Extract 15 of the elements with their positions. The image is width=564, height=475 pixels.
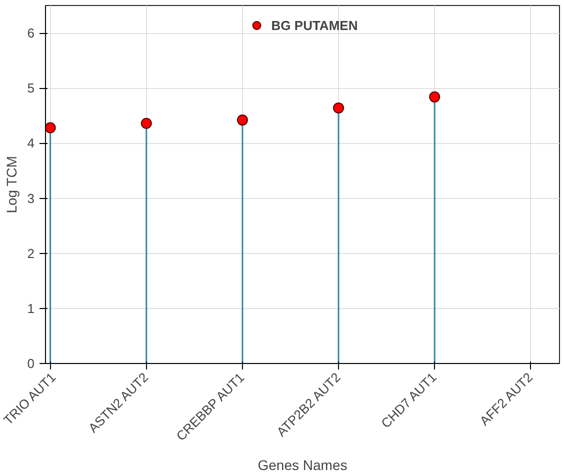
y-axis-title: Log TCM [3,156,20,214]
y-tick-label: 5 [27,80,35,96]
point [333,102,344,114]
point [46,122,56,134]
point [140,118,152,129]
y-tick-label: 2 [27,246,35,261]
y-tick-label: 6 [27,26,35,41]
point [429,91,440,102]
x-axis-title: Genes Names [258,456,348,473]
y-tick-label: 1 [27,300,35,316]
y-tick-label: 0 [27,356,35,371]
point [236,114,248,126]
y-tick-label: 4 [27,136,35,151]
legend-label: BG PUTAMEN [271,18,358,32]
y-tick-label: 3 [27,190,35,206]
